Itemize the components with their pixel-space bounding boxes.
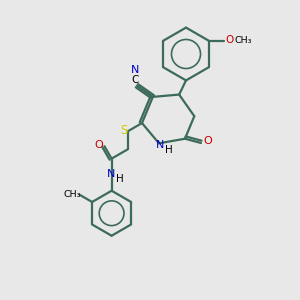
Text: N: N [107, 169, 115, 179]
Text: O: O [94, 140, 103, 150]
Text: C: C [132, 75, 139, 85]
Text: S: S [120, 124, 128, 137]
Text: CH₃: CH₃ [63, 190, 81, 199]
Text: CH₃: CH₃ [234, 36, 252, 45]
Text: O: O [226, 35, 234, 45]
Text: N: N [156, 140, 165, 150]
Text: N: N [131, 65, 140, 75]
Text: H: H [165, 145, 172, 155]
Text: O: O [203, 136, 212, 146]
Text: H: H [116, 174, 124, 184]
